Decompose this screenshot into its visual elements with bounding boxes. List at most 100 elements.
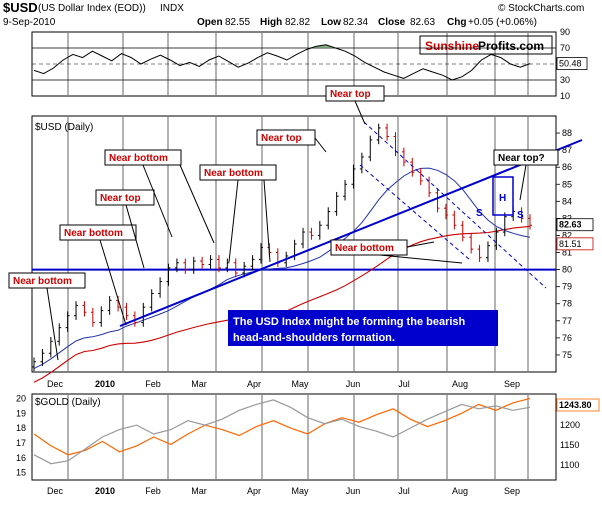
gold-y-tick-label: 19 [16, 408, 26, 418]
rising-trend-line [119, 139, 583, 327]
svg-text:Near bottom: Near bottom [13, 276, 72, 287]
rsi-last-value: 50.48 [559, 59, 582, 69]
usd-overlay-line [33, 399, 531, 465]
price-y-tick-label: 78 [562, 299, 572, 309]
svg-text:Near bottom: Near bottom [335, 243, 394, 254]
svg-text:Near bottom: Near bottom [204, 168, 263, 179]
high-value: 82.82 [285, 17, 310, 28]
rsi-y-tick-label: 70 [560, 43, 570, 53]
head-and-shoulders-note: The USD Index might be forming the beari… [228, 310, 498, 346]
price-x-tick-label: Feb [145, 379, 161, 389]
logo-part1: Sunshine [425, 39, 479, 53]
gold-y-tick-label: 15 [16, 468, 26, 478]
annotation-near-bottom-5: Near bottom [330, 239, 408, 256]
svg-text:Near top: Near top [261, 133, 302, 144]
exchange: INDX [160, 3, 184, 14]
svg-text:Near top: Near top [330, 89, 371, 100]
gold-x-tick-label: Apr [247, 486, 261, 496]
logo-part2: Profits.com [478, 39, 544, 53]
open-label: Open [197, 17, 223, 28]
low-value: 82.34 [343, 17, 368, 28]
gold-y-tick-label: 18 [16, 423, 26, 433]
high-label: High [260, 17, 282, 28]
right-shoulder-label: S [517, 210, 524, 221]
gold-y2-tick-label: 1100 [560, 460, 579, 470]
rsi-line [33, 44, 531, 81]
chart-annotations: Near bottom Near bottom Near top Near bo… [8, 85, 559, 361]
gold-x-tick-label: 2010 [95, 486, 115, 496]
chg-value: +0.05 (+0.06%) [468, 17, 537, 28]
chart-date: 9-Sep-2010 [3, 17, 56, 28]
open-value: 82.55 [225, 17, 250, 28]
gold-last-value-box [556, 398, 600, 412]
annotation-near-bottom-2: Near bottom [59, 224, 137, 241]
price-y-tick-label: 87 [562, 145, 572, 155]
gold-x-tick-label: Aug [452, 486, 468, 496]
gold-x-tick-label: Mar [191, 486, 207, 496]
price-x-tick-label: May [291, 379, 309, 389]
gold-x-tick-label: Sep [504, 486, 520, 496]
gold-y-tick-label: 17 [16, 438, 26, 448]
head-box [492, 176, 514, 216]
price-panel-title: $USD (Daily) [35, 122, 93, 133]
gold-x-tick-label: Feb [145, 486, 161, 496]
gold-panel [31, 393, 557, 481]
price-y-tick-label: 82 [562, 230, 572, 240]
annotation-near-top-1: Near top [95, 189, 155, 206]
price-y-tick-label: 80 [562, 265, 572, 275]
rsi-y-tick-label: 90 [560, 27, 570, 37]
low-label: Low [321, 17, 341, 28]
price-y-tick-label: 81 [562, 248, 572, 258]
annotation-near-bottom-4: Near bottom [199, 164, 277, 181]
close-value: 82.63 [410, 17, 435, 28]
svg-text:Near bottom: Near bottom [109, 153, 168, 164]
gold-x-tick-label: Jul [398, 486, 410, 496]
note-line-1: The USD Index might be forming the beari… [233, 316, 466, 328]
price-y-tick-label: 86 [562, 162, 572, 172]
gold-y-tick-label: 20 [16, 393, 26, 403]
annotation-near-top-2: Near top [256, 129, 316, 146]
falling-trend-line-upper [363, 121, 547, 289]
moving-average-fast [33, 167, 531, 370]
price-x-tick-label: Apr [247, 379, 261, 389]
rsi-y-tick-label: 30 [560, 75, 570, 85]
price-y-tick-label: 76 [562, 333, 572, 343]
price-x-tick-label: Dec [47, 379, 64, 389]
svg-text:Near bottom: Near bottom [64, 228, 123, 239]
left-shoulder-label: S [476, 208, 483, 219]
gold-last-value: 1243.80 [559, 400, 592, 410]
price-y-tick-label: 88 [562, 128, 572, 138]
svg-text:Near top?: Near top? [498, 153, 545, 164]
price-last-value-box [556, 218, 594, 232]
index-name: (US Dollar Index (EOD)) [38, 3, 146, 14]
annotation-near-top-3: Near top [325, 85, 385, 102]
price-last-value: 82.63 [559, 220, 582, 230]
price-x-tick-label: 2010 [95, 379, 115, 389]
chart-header: $USD (US Dollar Index (EOD)) INDX © Stoc… [3, 0, 584, 28]
price-y-tick-label: 85 [562, 179, 572, 189]
annotation-near-bottom-3: Near bottom [104, 149, 182, 166]
copyright: © StockCharts.com [498, 3, 584, 14]
close-label: Close [378, 17, 406, 28]
note-line-2: head-and-shoulders formation. [233, 332, 395, 344]
symbol: $USD [3, 0, 38, 15]
price-y-tick-label: 79 [562, 282, 572, 292]
chart-plot-layer: DecDec20102010FebFebMarMarAprAprMayMayJu… [16, 27, 600, 496]
rsi-y-tick-label: 10 [560, 91, 570, 101]
gold-price-line [33, 397, 531, 456]
price-x-tick-label: Mar [191, 379, 207, 389]
annotation-near-top-question: Near top? [493, 149, 559, 166]
rsi-last-value-box [556, 57, 588, 71]
falling-trend-line-lower [359, 164, 471, 261]
price-x-tick-label: Jul [398, 379, 410, 389]
price-y-tick-label: 75 [562, 350, 572, 360]
price-x-tick-label: Jun [346, 379, 361, 389]
head-label: H [499, 193, 506, 204]
price-y-tick-label: 84 [562, 196, 572, 206]
gold-y-tick-label: 16 [16, 453, 26, 463]
annotation-near-bottom-1: Near bottom [8, 272, 86, 289]
gold-x-tick-label: Dec [47, 486, 64, 496]
gold-y2-tick-label: 1200 [560, 420, 580, 430]
